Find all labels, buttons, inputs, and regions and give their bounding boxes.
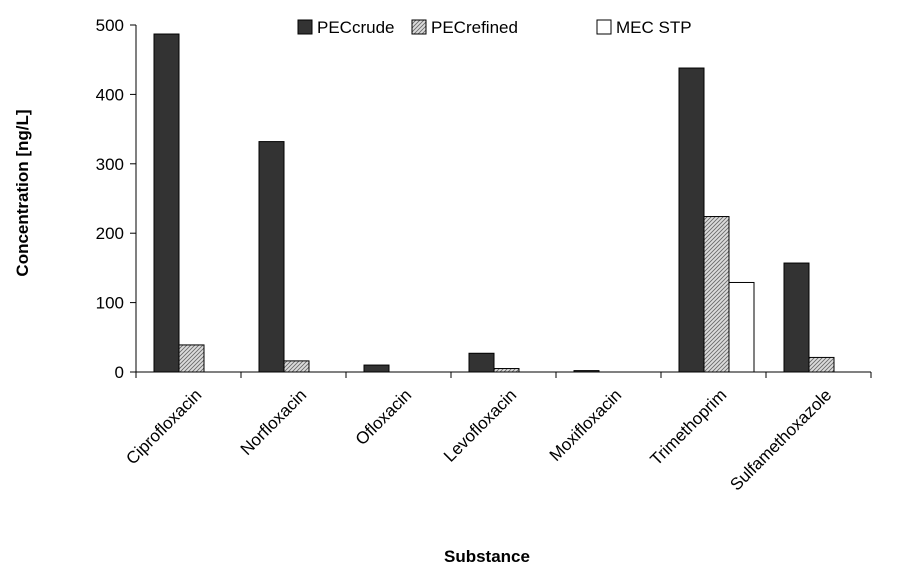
y-tick-label: 0: [115, 363, 124, 382]
x-category-label: Sulfamethoxazole: [726, 385, 835, 494]
x-axis-title: Substance: [444, 547, 530, 566]
bar-peccrude-ofloxacin: [363, 364, 390, 373]
bar-mec-stp-trimethoprim: [728, 281, 755, 373]
bar-pecrefined-levofloxacin: [493, 368, 520, 373]
x-category-label: Moxifloxacin: [546, 385, 626, 465]
bar-peccrude-ciprofloxacin: [153, 33, 180, 373]
legend-swatch: [297, 19, 313, 35]
bar-peccrude-levofloxacin: [468, 352, 495, 373]
legend: PECcrude PECrefined MEC STP: [297, 18, 692, 37]
y-tick-label: 100: [96, 294, 124, 313]
y-tick-label: 400: [96, 85, 124, 104]
x-category-label: Ciprofloxacin: [122, 385, 205, 468]
y-tick-label: 300: [96, 155, 124, 174]
bar-pecrefined-trimethoprim: [703, 216, 730, 373]
bar-peccrude-norfloxacin: [258, 141, 285, 373]
legend-swatch: [596, 19, 612, 35]
legend-swatch: [411, 19, 427, 35]
bar-peccrude-trimethoprim: [678, 67, 705, 373]
y-tick-label: 200: [96, 224, 124, 243]
bar-peccrude-sulfamethoxazole: [783, 262, 810, 373]
x-category-label: Ofloxacin: [352, 385, 416, 449]
y-axis-title: Concentration [ng/L]: [13, 109, 32, 276]
bar-pecrefined-sulfamethoxazole: [808, 356, 835, 373]
legend-label: MEC STP: [616, 18, 692, 37]
axes: [135, 25, 872, 378]
y-axis-ticks: 0 100 200 300 400 500: [96, 16, 136, 382]
y-tick-label: 500: [96, 16, 124, 35]
x-category-label: Norfloxacin: [237, 385, 311, 459]
legend-label: PECrefined: [431, 18, 518, 37]
x-category-label: Levofloxacin: [440, 385, 520, 465]
legend-label: PECcrude: [317, 18, 394, 37]
x-axis-labels: Ciprofloxacin Norfloxacin Ofloxacin Levoflo…: [122, 385, 835, 494]
bars: [153, 33, 835, 373]
bar-pecrefined-ciprofloxacin: [178, 344, 205, 373]
bar-pecrefined-norfloxacin: [283, 360, 310, 373]
x-category-label: Trimethoprim: [647, 385, 731, 469]
